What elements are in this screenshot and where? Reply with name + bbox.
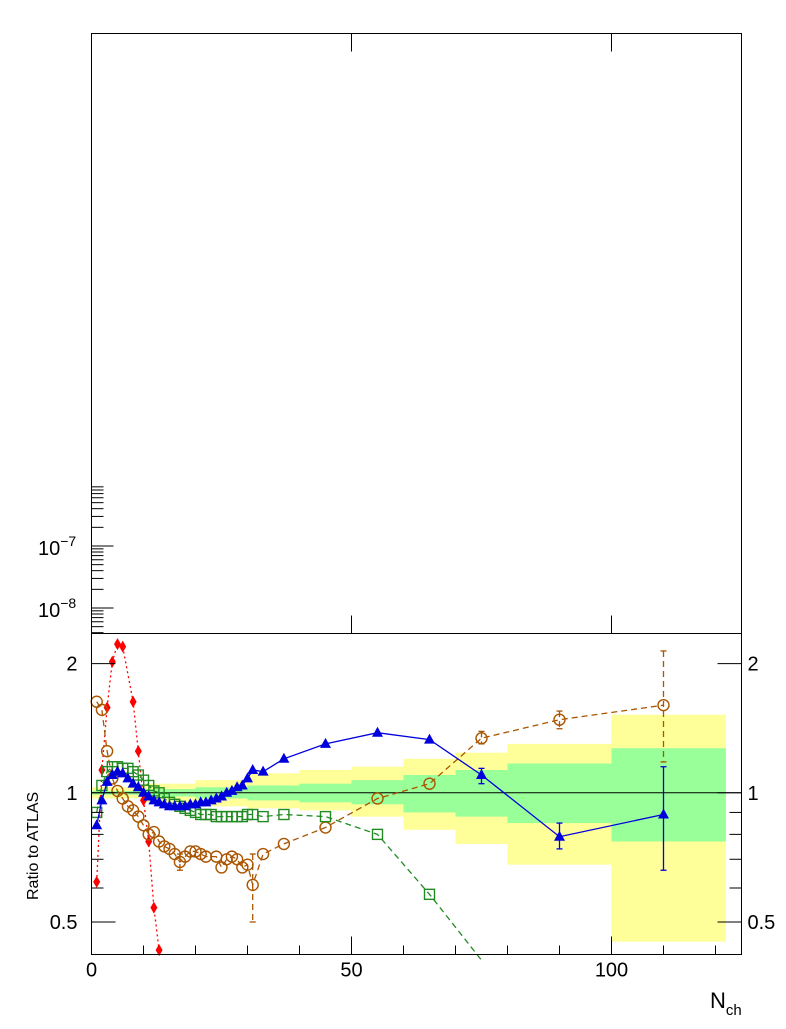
data-point bbox=[246, 878, 259, 892]
data-point bbox=[424, 733, 435, 744]
series-group bbox=[90, 638, 670, 961]
data-point bbox=[106, 769, 118, 780]
data-point bbox=[257, 765, 269, 776]
data-point bbox=[127, 777, 139, 788]
x-tick-label: 50 bbox=[340, 960, 362, 982]
data-point bbox=[138, 786, 149, 797]
x-tick-label: 0 bbox=[86, 960, 97, 982]
x-tick-label: 100 bbox=[595, 960, 628, 982]
stat-uncertainty-band bbox=[507, 763, 612, 824]
data-point bbox=[215, 861, 228, 874]
y-tick-label-right: 0.5 bbox=[748, 912, 776, 934]
data-point bbox=[216, 790, 227, 801]
data-point bbox=[101, 775, 113, 786]
series-diamond bbox=[93, 638, 163, 957]
upper-axis-ticks bbox=[91, 33, 612, 634]
data-point bbox=[423, 888, 436, 901]
data-point bbox=[278, 752, 290, 763]
data-point bbox=[119, 640, 127, 653]
x-axis-label: Nch bbox=[710, 988, 742, 1019]
data-point bbox=[93, 875, 101, 888]
data-point bbox=[226, 784, 238, 795]
lower-panel-frame bbox=[91, 633, 742, 955]
data-point bbox=[150, 901, 158, 914]
lower-axis-ticks bbox=[91, 663, 742, 955]
data-point bbox=[132, 781, 144, 792]
data-point bbox=[423, 777, 436, 790]
data-point bbox=[95, 703, 109, 717]
data-point bbox=[256, 847, 270, 861]
uncertainty-bands bbox=[91, 714, 726, 942]
data-point bbox=[91, 819, 103, 830]
data-point bbox=[155, 944, 163, 957]
y-tick-label-right: 1 bbox=[748, 783, 759, 805]
data-point bbox=[247, 763, 259, 774]
lower-tick-labels: 0.5 0.5 1 1 2 2 0 50 100 bbox=[50, 654, 776, 982]
data-point bbox=[554, 830, 565, 841]
data-point bbox=[278, 808, 290, 821]
series-square bbox=[90, 761, 483, 961]
data-point bbox=[108, 655, 116, 668]
data-point bbox=[114, 638, 121, 651]
y-axis-label: Ratio to ATLAS bbox=[25, 792, 42, 900]
data-point bbox=[100, 744, 114, 758]
upper-ytick-label-1e-7: 10−7 bbox=[38, 533, 76, 560]
y-tick-label: 0.5 bbox=[50, 912, 78, 934]
data-point bbox=[145, 835, 153, 848]
y-tick-label: 1 bbox=[66, 783, 77, 805]
data-point bbox=[657, 698, 670, 712]
data-point bbox=[96, 794, 108, 805]
data-point bbox=[137, 819, 150, 832]
stat-uncertainty-band bbox=[403, 775, 456, 813]
data-point bbox=[134, 745, 142, 758]
data-point bbox=[117, 767, 129, 778]
data-point bbox=[147, 825, 161, 839]
data-point bbox=[371, 792, 384, 805]
y-tick-label-right: 2 bbox=[748, 654, 759, 676]
data-point bbox=[90, 695, 103, 708]
data-point bbox=[475, 732, 488, 745]
y-tick-label: 2 bbox=[66, 654, 77, 676]
data-point bbox=[241, 858, 254, 871]
data-point bbox=[236, 779, 248, 790]
data-point bbox=[129, 695, 137, 708]
upper-y-tick-labels: 10−7 10−8 bbox=[38, 533, 76, 622]
data-point bbox=[658, 808, 669, 819]
data-point bbox=[320, 737, 331, 748]
data-point bbox=[553, 713, 566, 726]
upper-ytick-label-1e-8: 10−8 bbox=[38, 595, 76, 622]
data-point bbox=[319, 810, 332, 823]
stat-uncertainty-band bbox=[351, 780, 404, 805]
series-triangle bbox=[91, 726, 669, 871]
stat-uncertainty-band bbox=[611, 748, 726, 842]
data-point bbox=[372, 726, 383, 737]
data-point bbox=[242, 772, 253, 783]
data-point bbox=[257, 810, 269, 823]
data-point bbox=[476, 769, 487, 780]
upper-panel-frame bbox=[91, 33, 742, 634]
data-point bbox=[143, 790, 155, 801]
data-point bbox=[122, 772, 134, 783]
data-point bbox=[277, 837, 291, 851]
data-point bbox=[371, 828, 384, 841]
